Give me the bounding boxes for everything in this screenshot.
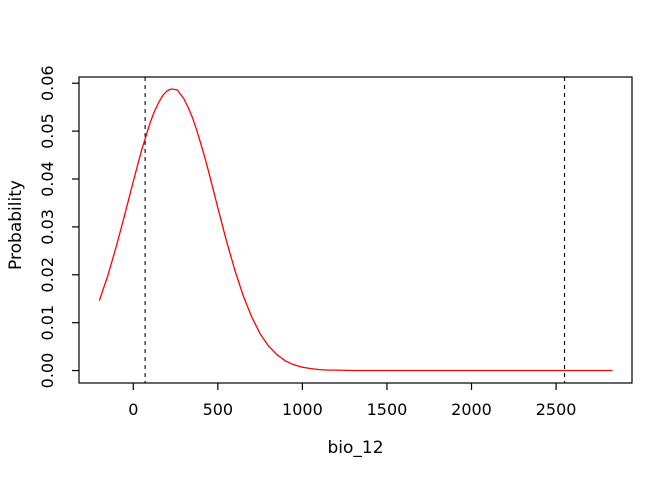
x-tick-label: 1500 [367,400,408,419]
y-tick-label: 0.02 [38,257,57,293]
plot-border [78,76,633,384]
y-tick-label: 0.05 [38,113,57,149]
probability-response-curve [98,88,613,372]
x-tick-label: 1000 [282,400,323,419]
x-tick-label: 2500 [536,400,577,419]
y-tick-label: 0.01 [38,305,57,341]
y-axis-title: Probability [6,180,26,270]
y-tick-label: 0.06 [38,65,57,101]
x-tick-label: 0 [128,400,138,419]
y-tick-label: 0.04 [38,161,57,197]
x-tick-label: 2000 [451,400,492,419]
y-tick-label: 0.03 [38,209,57,245]
x-axis-title: bio_12 [327,438,384,458]
y-tick-label: 0.00 [38,353,57,389]
x-tick-label: 500 [203,400,234,419]
